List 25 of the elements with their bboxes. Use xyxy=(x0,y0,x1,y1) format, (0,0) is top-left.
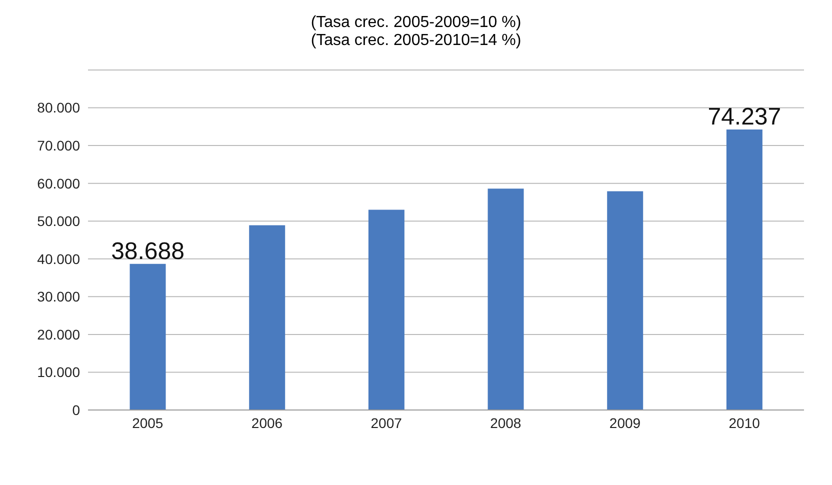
x-tick-label: 2010 xyxy=(728,414,760,431)
y-tick-label: 30.000 xyxy=(37,288,80,305)
chart-title: (Tasa crec. 2005-2009=10 %) xyxy=(310,14,522,32)
bar xyxy=(130,264,166,410)
x-tick-label: 2005 xyxy=(132,414,164,431)
bar xyxy=(607,191,644,410)
x-tick-label: 2008 xyxy=(490,414,522,431)
x-tick-label: 2006 xyxy=(251,414,283,431)
y-tick-label: 80.000 xyxy=(37,100,80,116)
y-tick-label: 20.000 xyxy=(37,326,80,342)
bar xyxy=(488,188,524,410)
x-tick-label: 2007 xyxy=(370,414,402,431)
bar xyxy=(368,210,404,410)
y-tick-label: 0 xyxy=(72,402,80,418)
x-tick-label: 2009 xyxy=(609,414,641,431)
bar xyxy=(249,225,286,410)
chart-subtitle: (Tasa crec. 2005-2010=14 %) xyxy=(310,32,522,50)
y-tick-label: 10.000 xyxy=(37,364,80,380)
y-tick-label: 40.000 xyxy=(37,250,80,267)
data-label: 74.237 xyxy=(708,104,782,131)
data-label: 38.688 xyxy=(111,238,184,265)
bar xyxy=(726,130,762,410)
y-tick-label: 70.000 xyxy=(37,138,80,154)
y-tick-label: 60.000 xyxy=(37,175,80,192)
y-tick-label: 50.000 xyxy=(37,213,80,230)
